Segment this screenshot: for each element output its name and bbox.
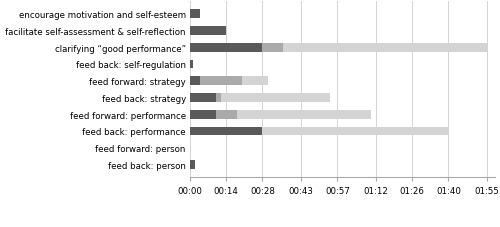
Bar <box>190 110 216 119</box>
Bar <box>190 94 216 102</box>
Bar <box>190 127 262 136</box>
Bar <box>190 60 192 69</box>
Bar <box>262 44 283 52</box>
Bar <box>216 110 236 119</box>
Bar <box>190 27 226 36</box>
Bar <box>190 160 195 169</box>
Bar <box>190 77 200 86</box>
Bar <box>262 127 448 136</box>
Bar <box>200 77 241 86</box>
Bar <box>190 10 200 19</box>
Bar <box>283 44 487 52</box>
Bar <box>221 94 330 102</box>
Bar <box>242 77 268 86</box>
Bar <box>236 110 371 119</box>
Bar <box>216 94 221 102</box>
Bar <box>190 44 262 52</box>
